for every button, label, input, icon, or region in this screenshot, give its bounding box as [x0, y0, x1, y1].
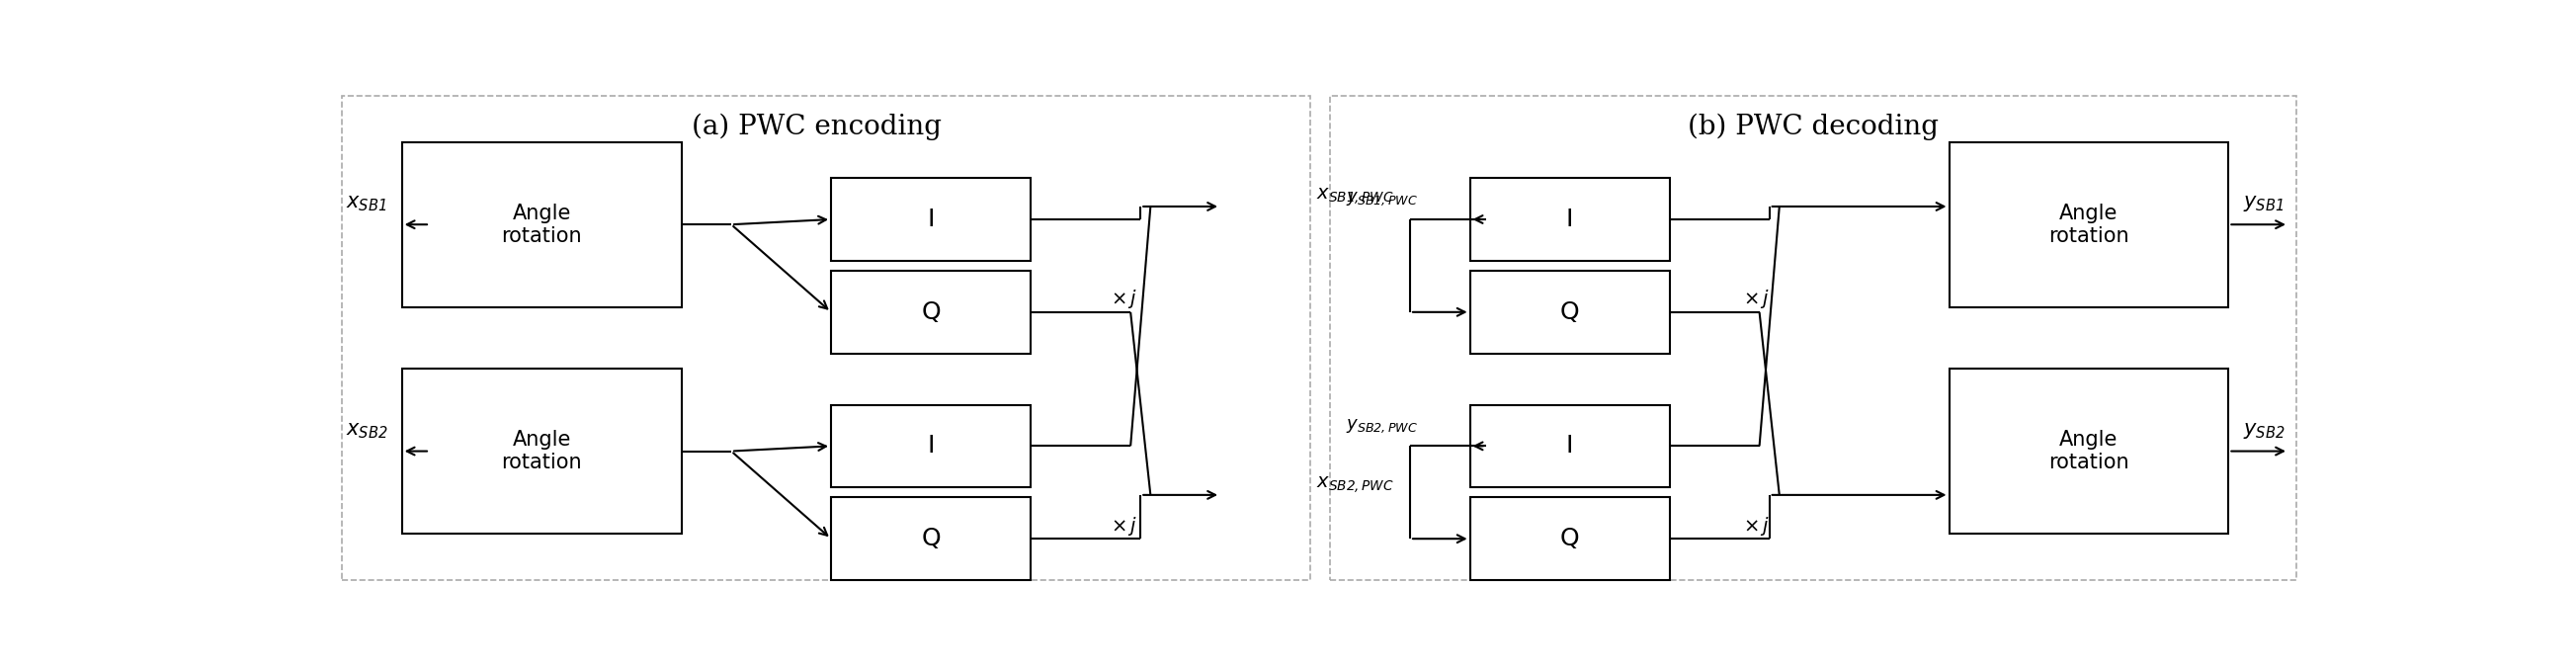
Text: Q: Q	[1561, 527, 1579, 551]
Bar	[832, 178, 1030, 260]
Bar	[1950, 142, 2228, 307]
Bar	[1471, 178, 1669, 260]
Bar	[402, 369, 680, 534]
Text: $y_\mathregular{SB1,PWC}$: $y_\mathregular{SB1,PWC}$	[1347, 190, 1419, 207]
Text: $y_\mathregular{SB2}$: $y_\mathregular{SB2}$	[2244, 421, 2285, 440]
Text: I: I	[927, 207, 935, 231]
Text: Angle
rotation: Angle rotation	[502, 429, 582, 472]
Text: (b) PWC decoding: (b) PWC decoding	[1687, 113, 1940, 140]
Bar	[1329, 96, 2295, 580]
Bar	[402, 142, 680, 307]
Text: $\times\,j$: $\times\,j$	[1744, 514, 1770, 537]
Text: I: I	[1566, 434, 1574, 458]
Bar	[1471, 405, 1669, 487]
Text: $\times\,j$: $\times\,j$	[1110, 514, 1136, 537]
Text: $y_\mathregular{SB2,PWC}$: $y_\mathregular{SB2,PWC}$	[1347, 417, 1419, 434]
Bar	[1471, 498, 1669, 580]
Bar	[832, 498, 1030, 580]
Bar	[1950, 369, 2228, 534]
Text: $x_\mathregular{SB2}$: $x_\mathregular{SB2}$	[345, 421, 389, 440]
Text: Q: Q	[922, 527, 940, 551]
Text: $\times\,j$: $\times\,j$	[1110, 288, 1136, 310]
Text: $x_\mathregular{SB1,PWC}$: $x_\mathregular{SB1,PWC}$	[1316, 186, 1394, 207]
Bar	[1471, 271, 1669, 353]
Text: Angle
rotation: Angle rotation	[2048, 429, 2130, 472]
Text: Angle
rotation: Angle rotation	[2048, 203, 2130, 246]
Text: I: I	[1566, 207, 1574, 231]
Text: (a) PWC encoding: (a) PWC encoding	[693, 113, 943, 140]
Text: $y_\mathregular{SB1}$: $y_\mathregular{SB1}$	[2244, 194, 2282, 214]
Text: Q: Q	[1561, 300, 1579, 324]
Text: $\times\,j$: $\times\,j$	[1744, 288, 1770, 310]
Bar	[343, 96, 1311, 580]
Bar	[832, 405, 1030, 487]
Text: $x_\mathregular{SB1}$: $x_\mathregular{SB1}$	[345, 194, 386, 214]
Text: Q: Q	[922, 300, 940, 324]
Text: $x_\mathregular{SB2,PWC}$: $x_\mathregular{SB2,PWC}$	[1316, 474, 1394, 495]
Text: I: I	[927, 434, 935, 458]
Bar	[832, 271, 1030, 353]
Text: Angle
rotation: Angle rotation	[502, 203, 582, 246]
